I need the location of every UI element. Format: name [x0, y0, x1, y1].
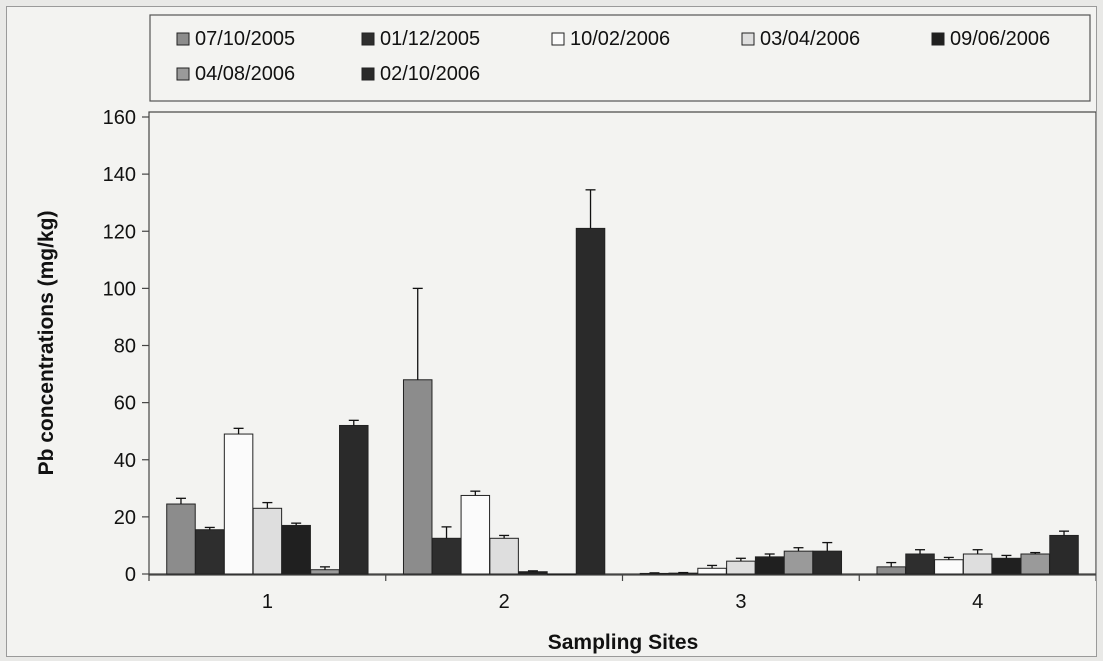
bar	[431, 537, 462, 575]
legend-label: 02/10/2006	[380, 63, 480, 85]
legend-label: 07/10/2005	[195, 28, 295, 50]
bar	[489, 537, 519, 575]
y-axis-title: Pb concentrations (mg/kg)	[35, 211, 58, 476]
y-tick-label: 160	[103, 107, 136, 129]
bar	[812, 550, 843, 575]
bar	[934, 559, 964, 575]
bar	[402, 379, 433, 575]
bar	[575, 227, 606, 575]
plot-area	[148, 111, 1097, 576]
legend-label: 10/02/2006	[570, 28, 670, 50]
x-axis-title: Sampling Sites	[548, 631, 699, 654]
x-tick-label: 1	[262, 591, 273, 613]
y-tick-label: 0	[125, 564, 136, 586]
bar	[668, 572, 699, 575]
x-tick-label: 4	[972, 591, 983, 613]
legend-swatch	[741, 32, 755, 46]
y-tick-label: 80	[114, 336, 136, 358]
bar	[876, 566, 906, 575]
bar	[754, 556, 785, 575]
legend-swatch	[931, 32, 945, 46]
bar	[546, 573, 577, 576]
y-tick-label: 140	[103, 164, 136, 186]
bar	[726, 560, 756, 575]
legend-swatch	[361, 32, 375, 46]
bar	[1020, 553, 1050, 575]
x-axis: 1 2 3 4	[148, 573, 1097, 613]
bar	[339, 424, 369, 575]
legend-swatch	[551, 32, 565, 46]
x-tick-label: 2	[499, 591, 510, 613]
bar	[962, 553, 993, 575]
legend-swatch	[361, 67, 375, 81]
legend-label: 04/08/2006	[195, 63, 295, 85]
bar	[639, 572, 670, 575]
y-tick-label: 60	[114, 393, 136, 415]
bar	[223, 433, 254, 575]
y-tick-label: 20	[114, 507, 136, 529]
legend-label: 03/04/2006	[760, 28, 860, 50]
legend-swatch	[176, 32, 190, 46]
bar-series	[166, 189, 1079, 576]
legend-label: 01/12/2005	[380, 28, 480, 50]
y-tick-label: 120	[103, 221, 136, 243]
bar	[281, 524, 311, 575]
x-tick-label: 3	[735, 591, 746, 613]
y-axis: 0 20 40 60 80 100 120 140 160	[103, 107, 149, 586]
bar	[252, 507, 283, 575]
bar	[166, 503, 196, 575]
legend-label: 09/06/2006	[950, 28, 1050, 50]
legend-box	[149, 14, 1091, 102]
legend: 07/10/2005 01/12/2005 10/02/2006 03/04/2006…	[149, 14, 1091, 102]
y-tick-label: 100	[103, 278, 136, 300]
bar	[991, 557, 1022, 575]
bar	[310, 569, 340, 575]
bar	[905, 553, 935, 575]
bar	[783, 550, 814, 575]
legend-swatch	[176, 67, 190, 81]
bar	[195, 529, 225, 575]
bar	[1049, 534, 1079, 575]
chart-frame: 07/10/2005 01/12/2005 10/02/2006 03/04/2006…	[6, 6, 1097, 657]
bar-chart: 07/10/2005 01/12/2005 10/02/2006 03/04/2006…	[35, 14, 1097, 654]
bar	[518, 571, 548, 575]
y-tick-label: 40	[114, 450, 136, 472]
bar	[697, 567, 727, 575]
bar	[460, 494, 491, 575]
